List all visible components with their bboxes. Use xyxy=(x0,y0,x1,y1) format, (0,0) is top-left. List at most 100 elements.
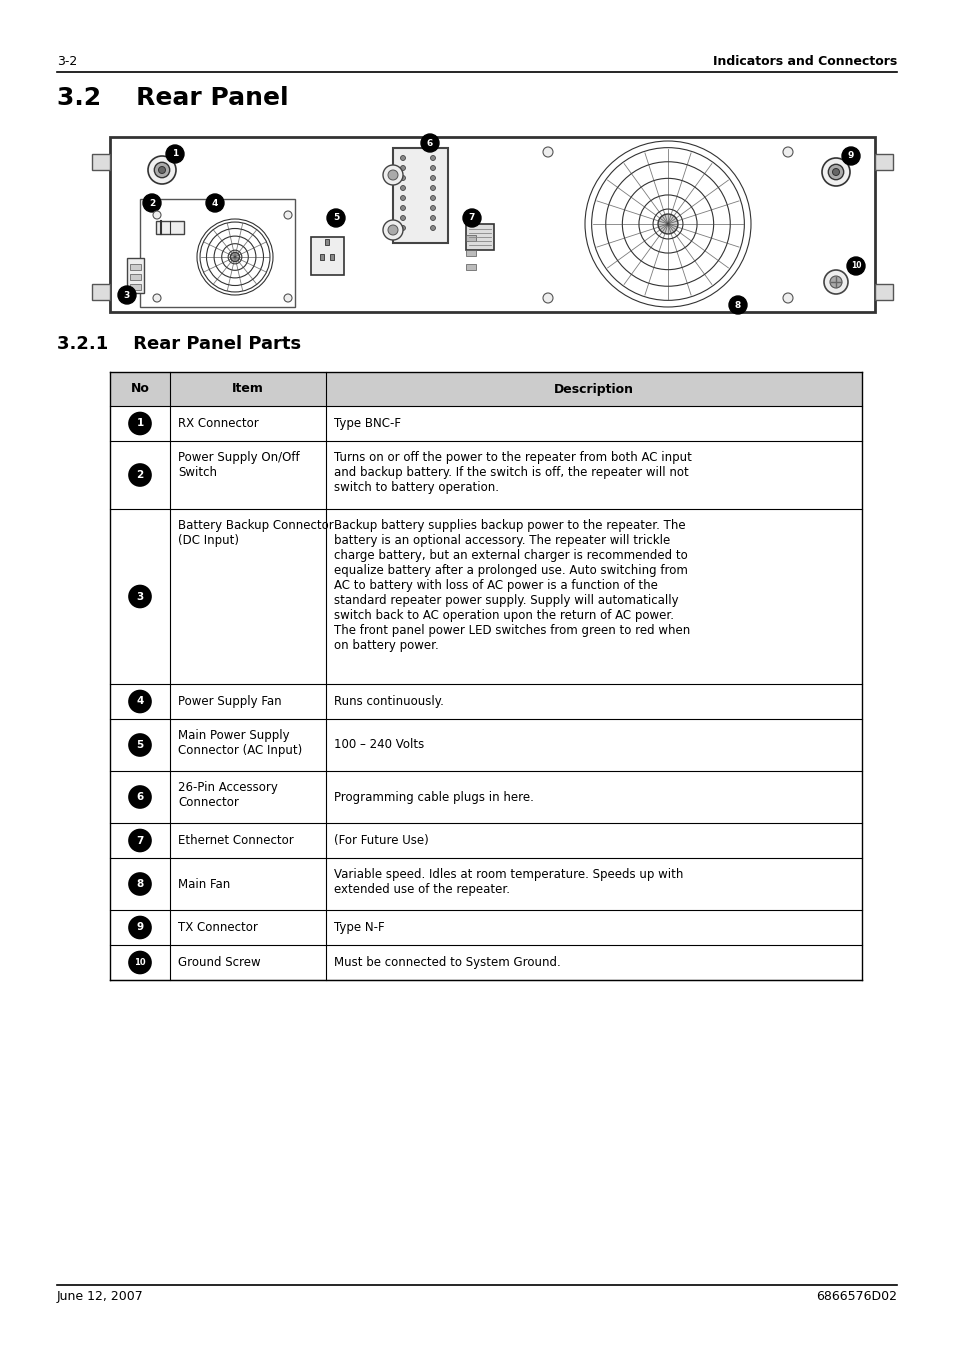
Text: Backup battery supplies backup power to the repeater. The
battery is an optional: Backup battery supplies backup power to … xyxy=(334,519,690,653)
Bar xyxy=(465,224,494,250)
Circle shape xyxy=(829,276,841,288)
Circle shape xyxy=(129,786,151,808)
Bar xyxy=(91,154,110,170)
Circle shape xyxy=(542,293,553,303)
Circle shape xyxy=(284,211,292,219)
Circle shape xyxy=(388,170,397,180)
Text: 8: 8 xyxy=(136,880,144,889)
Bar xyxy=(465,263,476,270)
Circle shape xyxy=(430,196,435,200)
Circle shape xyxy=(430,216,435,220)
Circle shape xyxy=(400,226,405,231)
Bar xyxy=(110,509,862,684)
Text: Type BNC-F: Type BNC-F xyxy=(334,417,400,430)
Text: 2: 2 xyxy=(149,199,155,208)
Circle shape xyxy=(400,155,405,161)
Text: 1: 1 xyxy=(172,150,178,158)
Text: 3.2    Rear Panel: 3.2 Rear Panel xyxy=(57,86,289,109)
Circle shape xyxy=(129,585,151,608)
Circle shape xyxy=(129,463,151,486)
Bar xyxy=(465,250,476,255)
Text: 3: 3 xyxy=(136,592,144,601)
Text: TX Connector: TX Connector xyxy=(178,921,257,934)
Circle shape xyxy=(206,195,224,212)
Circle shape xyxy=(166,145,184,163)
Bar xyxy=(110,911,862,944)
Text: RX Connector: RX Connector xyxy=(178,417,258,430)
Text: Power Supply On/Off
Switch: Power Supply On/Off Switch xyxy=(178,451,299,480)
Circle shape xyxy=(129,690,151,712)
Text: 26-Pin Accessory
Connector: 26-Pin Accessory Connector xyxy=(178,781,277,809)
Text: Description: Description xyxy=(554,382,634,396)
Bar xyxy=(130,274,141,280)
Text: Ethernet Connector: Ethernet Connector xyxy=(178,834,294,847)
Text: 8: 8 xyxy=(734,300,740,309)
Circle shape xyxy=(430,205,435,211)
Text: No: No xyxy=(131,382,150,396)
Text: 3: 3 xyxy=(124,290,130,300)
Text: 5: 5 xyxy=(136,740,144,750)
Text: Variable speed. Idles at room temperature. Speeds up with
extended use of the re: Variable speed. Idles at room temperatur… xyxy=(334,867,682,896)
Bar xyxy=(127,258,144,293)
Circle shape xyxy=(382,220,402,240)
Circle shape xyxy=(154,162,170,178)
Circle shape xyxy=(400,205,405,211)
Bar xyxy=(465,235,476,240)
Text: Runs continuously.: Runs continuously. xyxy=(334,694,443,708)
Text: 2: 2 xyxy=(136,470,144,480)
Bar xyxy=(110,944,862,979)
Text: Ground Screw: Ground Screw xyxy=(178,957,260,969)
Bar xyxy=(330,254,334,259)
Circle shape xyxy=(420,134,438,153)
Text: 5: 5 xyxy=(333,213,338,223)
Bar xyxy=(91,284,110,300)
Circle shape xyxy=(152,295,161,303)
Circle shape xyxy=(400,196,405,200)
Circle shape xyxy=(400,166,405,170)
Circle shape xyxy=(129,916,151,939)
Circle shape xyxy=(129,734,151,757)
Text: 10: 10 xyxy=(850,262,861,270)
Circle shape xyxy=(118,286,136,304)
Text: Item: Item xyxy=(232,382,264,396)
Text: 4: 4 xyxy=(136,697,144,707)
Bar xyxy=(110,823,862,858)
Text: Must be connected to System Ground.: Must be connected to System Ground. xyxy=(334,957,560,969)
Text: 6: 6 xyxy=(426,139,433,147)
Circle shape xyxy=(782,147,792,157)
Text: 10: 10 xyxy=(134,958,146,967)
Bar xyxy=(874,154,892,170)
Circle shape xyxy=(823,270,847,295)
Circle shape xyxy=(400,185,405,190)
Text: 3-2: 3-2 xyxy=(57,55,77,68)
Circle shape xyxy=(462,209,480,227)
Circle shape xyxy=(382,165,402,185)
Text: Main Power Supply
Connector (AC Input): Main Power Supply Connector (AC Input) xyxy=(178,730,302,757)
Circle shape xyxy=(231,253,239,262)
Circle shape xyxy=(832,169,839,176)
Circle shape xyxy=(327,209,345,227)
Bar xyxy=(311,236,344,276)
Circle shape xyxy=(400,176,405,181)
Bar xyxy=(393,149,448,243)
Circle shape xyxy=(827,165,842,180)
Text: 7: 7 xyxy=(468,213,475,223)
Text: Main Fan: Main Fan xyxy=(178,878,230,890)
Circle shape xyxy=(129,830,151,851)
Circle shape xyxy=(782,293,792,303)
Bar xyxy=(110,858,862,911)
Circle shape xyxy=(152,211,161,219)
Text: Battery Backup Connector
(DC Input): Battery Backup Connector (DC Input) xyxy=(178,519,334,547)
Bar xyxy=(110,407,862,440)
Circle shape xyxy=(148,155,175,184)
Text: (For Future Use): (For Future Use) xyxy=(334,834,428,847)
Bar xyxy=(110,719,862,771)
Text: 7: 7 xyxy=(136,835,144,846)
Text: 9: 9 xyxy=(136,923,143,932)
Text: Indicators and Connectors: Indicators and Connectors xyxy=(712,55,896,68)
Circle shape xyxy=(430,176,435,181)
Text: 6866576D02: 6866576D02 xyxy=(815,1290,896,1302)
Circle shape xyxy=(846,257,864,276)
Text: 6: 6 xyxy=(136,792,144,802)
Bar xyxy=(156,222,184,234)
